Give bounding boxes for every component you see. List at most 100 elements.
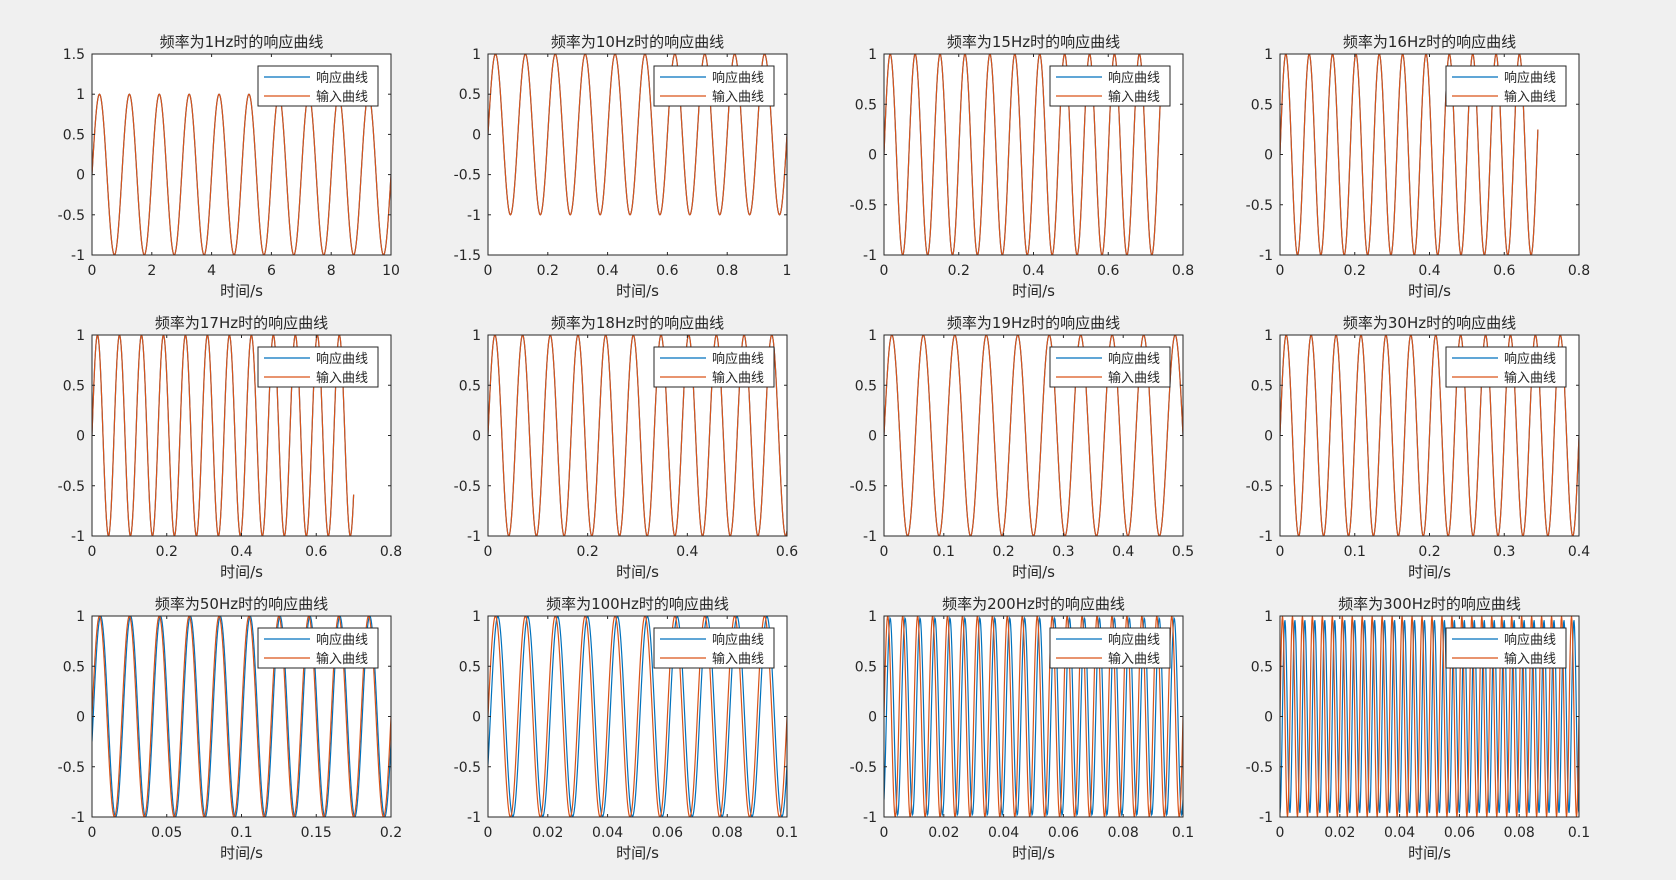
subplot-9: 0 0.05 0.1 0.15 0.2 -1 -0.5 0 0.5 1 频率为50Hz时的响应曲线时… — [58, 595, 402, 862]
legend-box — [257, 346, 379, 388]
x-tick-label: 0.04 — [1384, 825, 1415, 841]
legend-label-response: 响应曲线 — [316, 632, 368, 648]
subplot-7: 0 0.1 0.2 0.3 0.4 0.5 -1 -0.5 0 0.5 1 频率为19Hz时的响应曲线… — [850, 314, 1194, 581]
x-tick-label: 0.2 — [948, 263, 970, 279]
y-tick-label: 1 — [472, 328, 481, 344]
x-tick-label: 1 — [783, 263, 792, 279]
subplot-3: 0 0.2 0.4 0.6 0.8 -1 -0.5 0 0.5 1 频率为15Hz时的响应曲线时间/… — [850, 33, 1194, 300]
y-tick-label: -1 — [1259, 248, 1273, 264]
legend-label-input: 输入曲线 — [1108, 89, 1160, 105]
y-tick-label: 1 — [868, 609, 877, 625]
x-tick-label: 0.02 — [532, 825, 563, 841]
x-tick-label: 0.8 — [716, 263, 738, 279]
y-tick-label: -0.5 — [850, 479, 877, 495]
y-tick-label: -0.5 — [1246, 198, 1273, 214]
legend-label-input: 输入曲线 — [316, 651, 368, 667]
x-tick-label: 0 — [484, 825, 493, 841]
legend-label-input: 输入曲线 — [316, 89, 368, 105]
x-tick-label: 4 — [207, 263, 216, 279]
legend-box — [653, 627, 775, 669]
legend-label-response: 响应曲线 — [316, 70, 368, 86]
x-tick-label: 10 — [382, 263, 400, 279]
input-line — [1280, 335, 1579, 536]
y-tick-label: -1 — [467, 529, 481, 545]
legend-label-input: 输入曲线 — [712, 370, 764, 386]
x-tick-label: 0.02 — [1324, 825, 1355, 841]
y-tick-label: -1 — [863, 248, 877, 264]
legend-label-input: 输入曲线 — [1504, 370, 1556, 386]
input-line — [488, 54, 787, 216]
x-axis-label: 时间/s — [1012, 282, 1055, 300]
y-tick-label: -0.5 — [454, 479, 481, 495]
y-tick-label: 0 — [1264, 148, 1273, 164]
x-tick-label: 0.04 — [592, 825, 623, 841]
legend-label-input: 输入曲线 — [1108, 651, 1160, 667]
legend-label-input: 输入曲线 — [712, 651, 764, 667]
y-tick-label: -0.5 — [454, 760, 481, 776]
x-tick-label: 2 — [147, 263, 156, 279]
x-axis-label: 时间/s — [220, 563, 263, 581]
x-tick-label: 0.06 — [1444, 825, 1475, 841]
y-tick-label: -0.5 — [850, 760, 877, 776]
y-tick-label: 1 — [1264, 47, 1273, 63]
y-tick-label: -1 — [467, 208, 481, 224]
legend-label-response: 响应曲线 — [1108, 632, 1160, 648]
legend-label-response: 响应曲线 — [1108, 70, 1160, 86]
y-tick-label: -0.5 — [850, 198, 877, 214]
x-axis-label: 时间/s — [616, 282, 659, 300]
y-tick-label: 0 — [76, 168, 85, 184]
y-tick-label: -0.5 — [1246, 760, 1273, 776]
y-tick-label: 0.5 — [855, 378, 877, 394]
legend-label-input: 输入曲线 — [1504, 651, 1556, 667]
input-line — [884, 335, 1183, 536]
x-tick-label: 0.08 — [1108, 825, 1139, 841]
axes-box — [91, 53, 392, 256]
legend-label-response: 响应曲线 — [712, 632, 764, 648]
legend-label-input: 输入曲线 — [316, 370, 368, 386]
y-tick-label: 0.5 — [1251, 378, 1273, 394]
x-tick-label: 0 — [88, 825, 97, 841]
y-tick-label: -0.5 — [454, 168, 481, 184]
y-tick-label: -1 — [71, 529, 85, 545]
x-tick-label: 0.3 — [1052, 544, 1074, 560]
y-tick-label: 0.5 — [63, 127, 85, 143]
y-tick-label: 0.5 — [459, 378, 481, 394]
x-tick-label: 0.4 — [1022, 263, 1044, 279]
x-tick-label: 0.1 — [1344, 544, 1366, 560]
x-tick-label: 0.1 — [1172, 825, 1194, 841]
y-tick-label: -1 — [863, 529, 877, 545]
y-tick-label: 0.5 — [63, 378, 85, 394]
legend-label-response: 响应曲线 — [316, 351, 368, 367]
x-tick-label: 0.6 — [776, 544, 798, 560]
input-line — [884, 54, 1162, 255]
x-tick-label: 0.06 — [1048, 825, 1079, 841]
x-tick-label: 0.2 — [380, 825, 402, 841]
legend-label-response: 响应曲线 — [1108, 351, 1160, 367]
x-axis-label: 时间/s — [220, 282, 263, 300]
legend-box — [1445, 627, 1567, 669]
x-tick-label: 0.4 — [1568, 544, 1590, 560]
y-tick-label: -1 — [71, 810, 85, 826]
chart-title: 频率为100Hz时的响应曲线 — [546, 595, 729, 613]
legend-box — [1049, 346, 1171, 388]
x-tick-label: 0.04 — [988, 825, 1019, 841]
y-tick-label: -0.5 — [1246, 479, 1273, 495]
x-axis-label: 时间/s — [1408, 563, 1451, 581]
y-tick-label: 0.5 — [855, 97, 877, 113]
legend-label-response: 响应曲线 — [1504, 632, 1556, 648]
subplot-2: 0 0.2 0.4 0.6 0.8 1 -1.5 -1 -0.5 0 0.5 1 频率为10Hz时的响应… — [454, 33, 792, 300]
x-axis-label: 时间/s — [1012, 563, 1055, 581]
x-axis-label: 时间/s — [616, 844, 659, 862]
x-tick-label: 0.3 — [1493, 544, 1515, 560]
chart-title: 频率为17Hz时的响应曲线 — [155, 314, 328, 332]
chart-title: 频率为1Hz时的响应曲线 — [160, 33, 324, 51]
input-line — [488, 335, 787, 536]
chart-title: 频率为30Hz时的响应曲线 — [1343, 314, 1516, 332]
x-tick-label: 0.6 — [305, 544, 327, 560]
